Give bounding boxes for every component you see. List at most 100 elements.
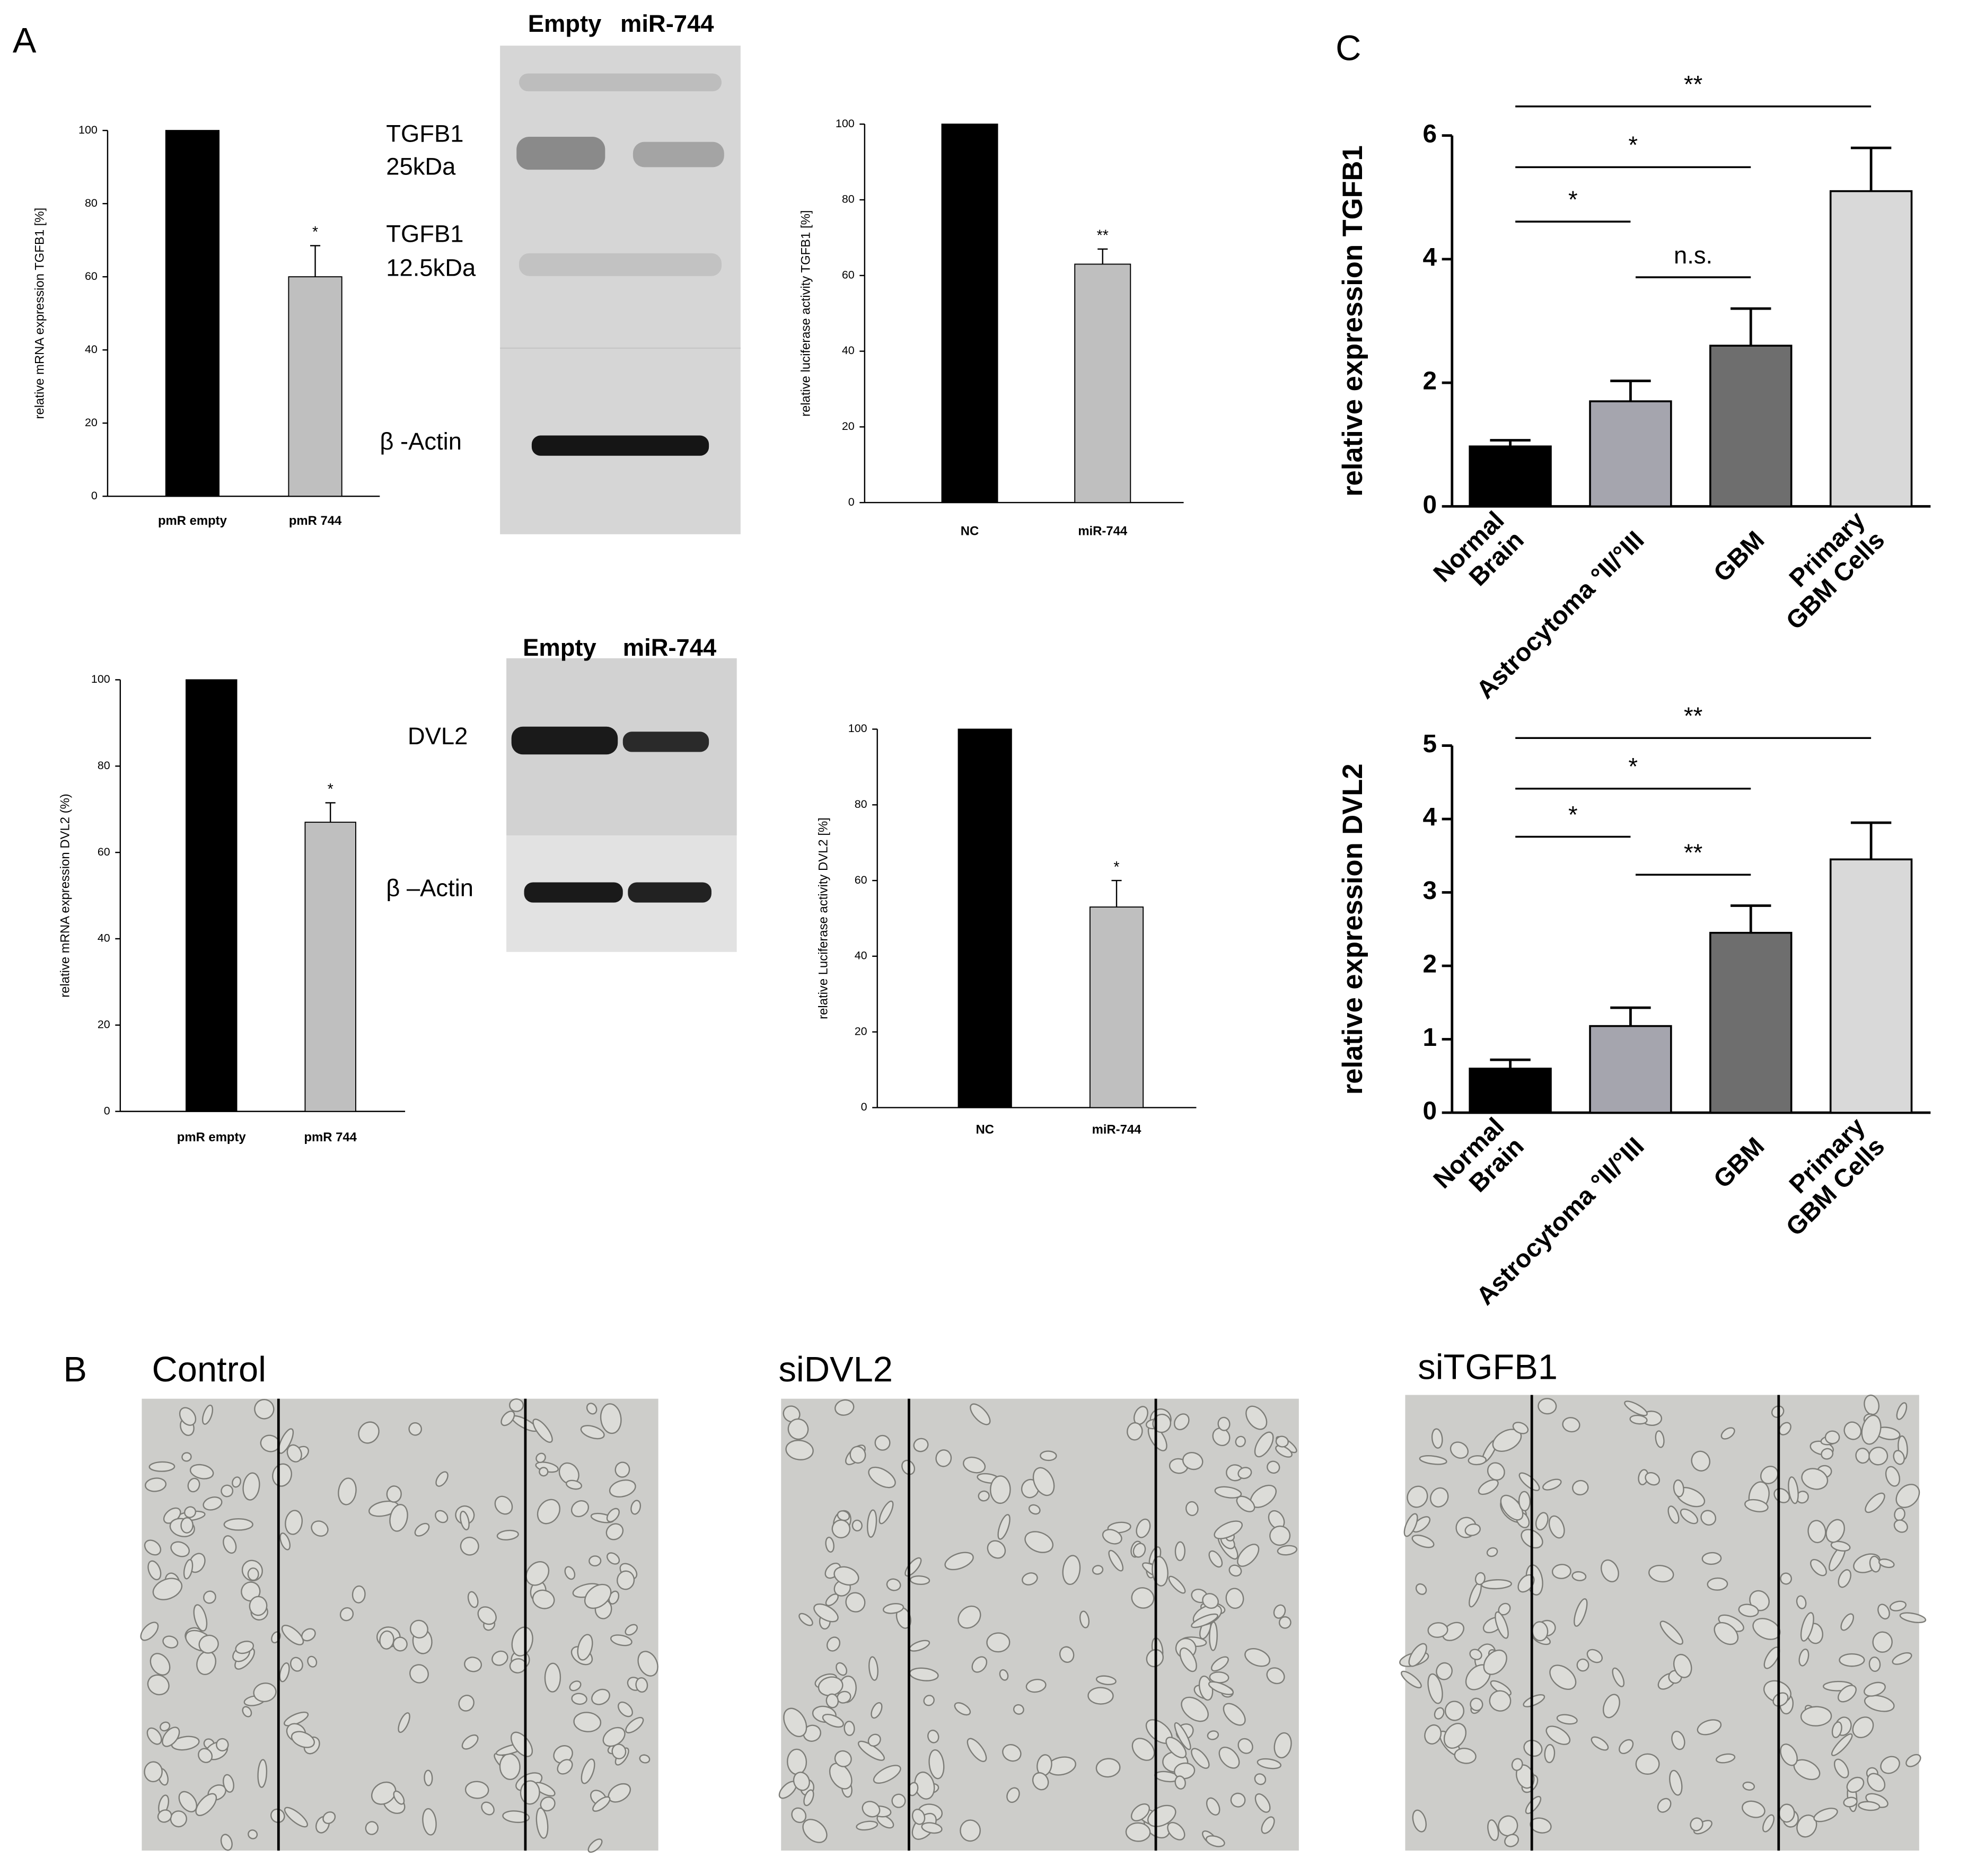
cell: [835, 1399, 855, 1416]
cell: [496, 1529, 519, 1540]
cell: [1778, 1422, 1791, 1435]
cell: [1697, 1719, 1722, 1736]
cell: [183, 1506, 197, 1518]
cell: [500, 1411, 515, 1426]
cell: [1837, 1685, 1857, 1703]
y-tick-label: 100: [91, 673, 110, 685]
cell: [1867, 1773, 1886, 1792]
cell: [422, 1808, 437, 1836]
x-tick-label: NC: [976, 1123, 994, 1137]
cell: [1013, 1704, 1024, 1715]
cell: [147, 1560, 162, 1581]
y-tick-label: 0: [848, 496, 855, 508]
cell: [1167, 1822, 1185, 1840]
cell: [1237, 1467, 1252, 1479]
cell: [637, 1651, 658, 1677]
cell: [970, 1403, 991, 1425]
bar: [1829, 858, 1913, 1114]
cell: [1846, 1776, 1865, 1793]
cell: [1813, 1808, 1838, 1822]
y-tick-label: 20: [98, 1018, 110, 1031]
y-tick-label: 20: [855, 1025, 867, 1037]
cell: [1495, 1611, 1509, 1639]
bar: [1709, 345, 1793, 508]
cell: [1895, 1484, 1920, 1508]
blot-label: TGFB1: [386, 220, 463, 247]
cell: [1444, 1701, 1465, 1721]
blot-band: [633, 142, 724, 168]
cell: [181, 1452, 192, 1462]
cell: [1217, 1416, 1231, 1431]
cell: [1542, 1478, 1562, 1491]
panel-label: C: [1336, 28, 1361, 68]
cell: [564, 1566, 576, 1580]
cell: [1173, 1413, 1190, 1431]
cell: [1861, 1414, 1882, 1445]
cell: [611, 1743, 627, 1759]
cell: [286, 1444, 302, 1463]
cell: [1095, 1758, 1121, 1778]
cell: [1464, 1523, 1481, 1536]
cell: [183, 1559, 194, 1580]
cell: [1244, 1648, 1270, 1667]
cell: [241, 1581, 261, 1602]
cell: [195, 1793, 217, 1816]
cell: [610, 1634, 633, 1646]
cell: [1800, 1612, 1814, 1642]
cell: [829, 1763, 853, 1790]
cell: [1839, 1653, 1865, 1667]
cell: [886, 1578, 901, 1591]
cell: [435, 1510, 449, 1523]
y-axis-label: relative expression DVL2: [1337, 763, 1368, 1095]
cell: [1032, 1772, 1049, 1791]
cell: [477, 1606, 497, 1625]
blot-band: [531, 435, 709, 456]
cell: [1572, 1479, 1589, 1496]
blot-label: 25kDa: [386, 153, 456, 180]
cell: [1549, 1664, 1577, 1690]
cell: [1619, 1739, 1634, 1754]
cell: [1415, 1583, 1427, 1595]
y-tick-label: 0: [1423, 1097, 1437, 1125]
cell: [1635, 1753, 1660, 1775]
x-tick-label: pmR empty: [158, 514, 227, 528]
blot-label: β -Actin: [380, 428, 462, 455]
cell: [1210, 1656, 1229, 1672]
significance: **: [1684, 839, 1702, 866]
cell: [1525, 1795, 1542, 1815]
cell: [278, 1428, 294, 1454]
cell: [1673, 1653, 1692, 1678]
cell: [1821, 1448, 1834, 1460]
cell: [481, 1801, 495, 1816]
cell: [1824, 1430, 1840, 1445]
x-tick-label: miR-744: [1078, 524, 1128, 538]
cell: [787, 1418, 809, 1440]
cell: [836, 1662, 848, 1676]
y-tick-label: 60: [85, 270, 98, 283]
cell: [307, 1655, 318, 1668]
y-tick-label: 60: [98, 845, 110, 858]
cell: [1275, 1435, 1289, 1448]
cell: [569, 1680, 582, 1692]
cell: [1680, 1508, 1699, 1525]
cell: [1810, 1558, 1827, 1576]
cell: [1612, 1667, 1625, 1687]
panel-label: B: [63, 1350, 87, 1389]
y-tick-label: 40: [98, 932, 110, 945]
cell: [389, 1504, 408, 1532]
cell: [1571, 1571, 1587, 1581]
cell: [1191, 1613, 1218, 1628]
cell: [152, 1578, 183, 1600]
cell: [1474, 1572, 1486, 1586]
cell: [1899, 1612, 1927, 1624]
cell: [1868, 1656, 1881, 1672]
cell: [1830, 1540, 1851, 1552]
cell: [1218, 1747, 1240, 1769]
cell: [1798, 1648, 1810, 1667]
significance: *: [1628, 753, 1638, 780]
cell: [247, 1567, 259, 1581]
cell: [1408, 1643, 1427, 1667]
cell: [537, 1499, 560, 1525]
cell: [1400, 1670, 1422, 1688]
cell: [1131, 1738, 1155, 1761]
